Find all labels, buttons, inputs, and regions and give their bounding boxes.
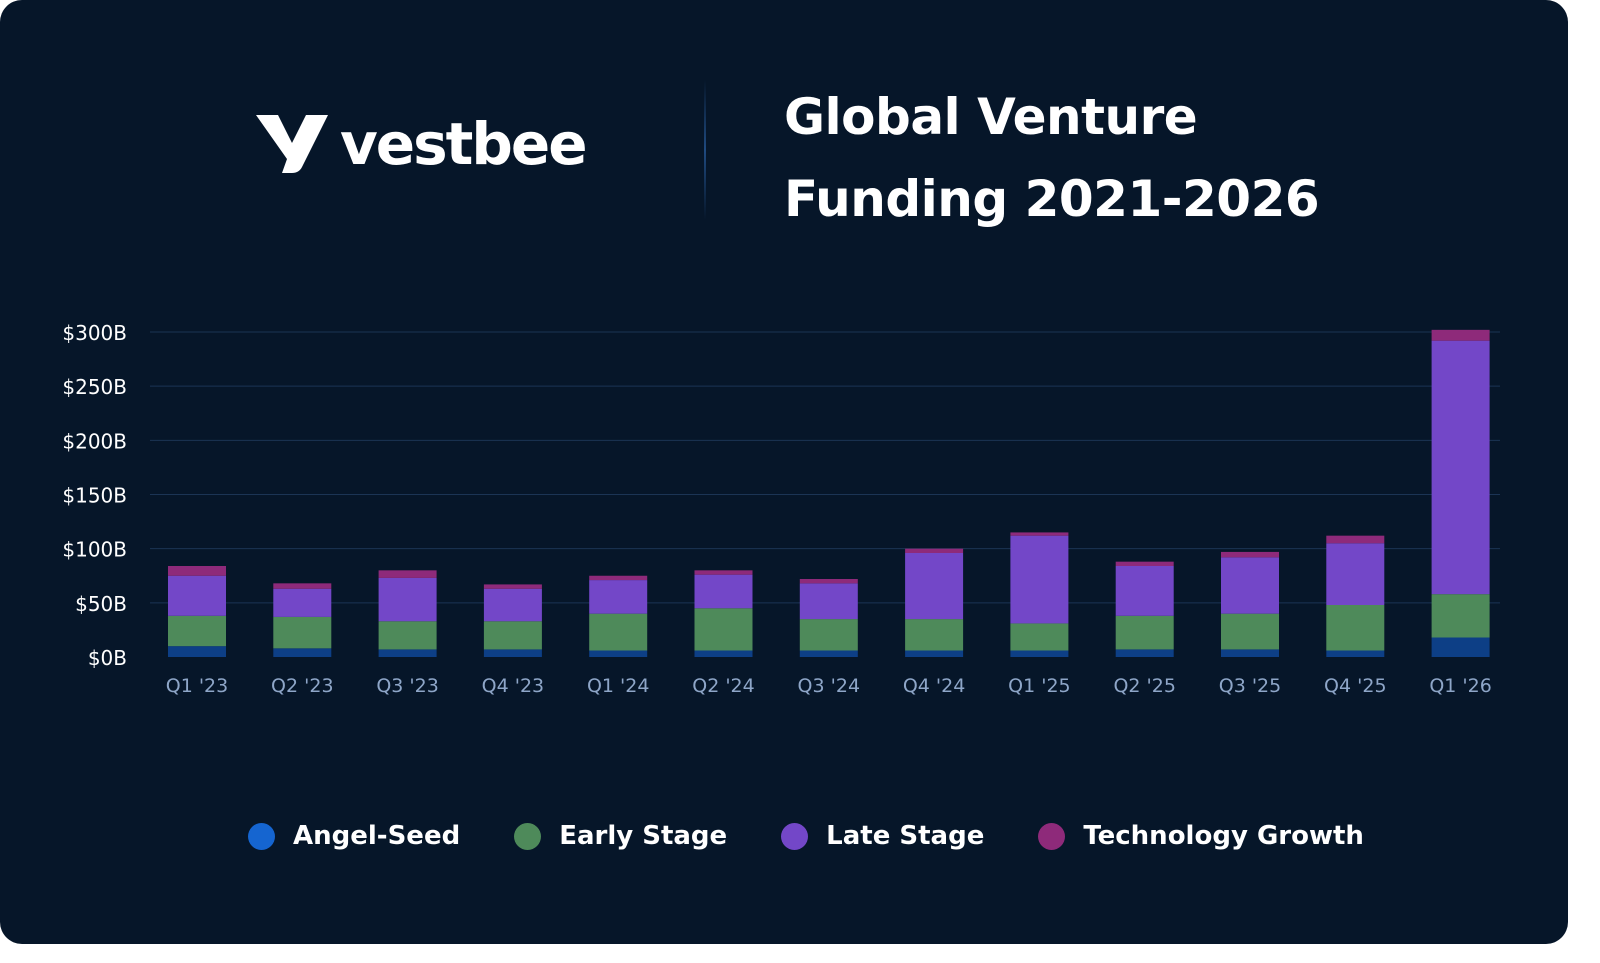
bar-segment-angel-seed <box>483 649 542 657</box>
y-tick-label: $50B <box>75 592 127 616</box>
y-tick-label: $200B <box>62 429 127 453</box>
bar-segment-technology-growth <box>273 583 332 589</box>
x-tick-label: Q4 '23 <box>482 675 544 697</box>
y-tick-label: $150B <box>62 484 127 508</box>
y-tick-label: $100B <box>62 538 127 562</box>
bar-segment-early-stage <box>799 619 858 651</box>
bar-segment-early-stage <box>1115 615 1174 650</box>
bar-segment-technology-growth <box>694 570 753 575</box>
bar-segment-late-stage <box>273 588 332 617</box>
y-tick-label: $0B <box>88 646 127 670</box>
bar-segment-late-stage <box>694 574 753 609</box>
x-tick-label: Q2 '24 <box>692 675 754 697</box>
legend-label: Technology Growth <box>1083 821 1364 851</box>
bar-segment-angel-seed <box>273 648 332 657</box>
bar-segment-late-stage <box>1010 535 1069 624</box>
bar-segment-late-stage <box>799 583 858 620</box>
x-tick-label: Q4 '24 <box>903 675 965 697</box>
vestbee-logo: vestbee <box>256 110 588 178</box>
y-tick-label: $250B <box>62 375 127 399</box>
x-tick-label: Q1 '24 <box>587 675 649 697</box>
bar-segment-late-stage <box>1326 543 1385 605</box>
x-tick-label: Q3 '23 <box>376 675 438 697</box>
x-tick-label: Q3 '25 <box>1219 675 1281 697</box>
bar-segment-early-stage <box>273 616 332 649</box>
chart-title: Global Venture Funding 2021-2026 <box>784 76 1320 240</box>
bar-segment-technology-growth <box>799 579 858 584</box>
bar-segment-angel-seed <box>799 650 858 657</box>
vestbee-logo-text: vestbee <box>340 110 588 178</box>
x-tick-label: Q1 '25 <box>1008 675 1070 697</box>
x-tick-label: Q2 '23 <box>271 675 333 697</box>
bar-segment-early-stage <box>694 608 753 651</box>
bar-segment-late-stage <box>168 575 226 616</box>
bar-segment-late-stage <box>1431 340 1490 595</box>
legend-swatch <box>781 822 809 850</box>
bar-segment-technology-growth <box>1431 329 1490 341</box>
bar-segment-technology-growth <box>483 584 542 589</box>
bar-segment-early-stage <box>483 621 542 650</box>
bar-segment-late-stage <box>483 588 542 622</box>
bar-segment-early-stage <box>378 621 437 650</box>
bar-segment-angel-seed <box>589 650 648 657</box>
legend-swatch <box>514 822 542 850</box>
x-tick-label: Q4 '25 <box>1324 675 1386 697</box>
bar-segment-technology-growth <box>905 548 964 553</box>
bar-segment-early-stage <box>1326 605 1385 651</box>
bar-segment-early-stage <box>589 613 648 651</box>
bar-segment-technology-growth <box>1221 551 1279 558</box>
legend-item: Angel-Seed <box>248 821 460 851</box>
bar-segment-angel-seed <box>1326 650 1385 657</box>
bar-segment-technology-growth <box>168 566 226 576</box>
bar-segment-late-stage <box>1221 557 1279 614</box>
bar-segment-angel-seed <box>1431 637 1490 657</box>
bar-segment-early-stage <box>168 615 226 647</box>
chart-title-line-1: Global Venture <box>784 88 1198 146</box>
chart-card: vestbee Global Venture Funding 2021-2026… <box>0 0 1568 944</box>
legend-item: Technology Growth <box>1038 821 1364 851</box>
bar-segment-technology-growth <box>378 570 437 578</box>
legend-item: Early Stage <box>514 821 727 851</box>
x-tick-label: Q3 '24 <box>798 675 860 697</box>
bar-segment-angel-seed <box>378 649 437 657</box>
bar-segment-angel-seed <box>694 650 753 657</box>
bar-segment-angel-seed <box>1010 650 1069 657</box>
bar-segment-angel-seed <box>905 650 964 657</box>
legend-swatch <box>1038 822 1066 850</box>
bar-segment-angel-seed <box>1115 649 1174 657</box>
vestbee-logo-mark <box>256 115 328 173</box>
bar-segment-early-stage <box>1010 623 1069 651</box>
legend-item: Late Stage <box>781 821 984 851</box>
x-tick-label: Q1 '23 <box>166 675 228 697</box>
bar-segment-technology-growth <box>1326 535 1385 544</box>
chart-legend: Angel-Seed Early Stage Late Stage Technolog… <box>248 816 1418 856</box>
y-tick-label: $300B <box>62 321 127 345</box>
bar-segment-angel-seed <box>1221 649 1279 657</box>
bar-segment-late-stage <box>589 580 648 614</box>
bar-segment-late-stage <box>1115 566 1174 616</box>
bar-segment-late-stage <box>905 553 964 620</box>
bar-segment-early-stage <box>1431 594 1490 638</box>
bar-segment-technology-growth <box>589 575 648 581</box>
bar-segment-technology-growth <box>1115 561 1174 566</box>
stacked-bar-chart: $0B $50B $100B $150B $200B $250B $300B Q1 '23 Q2… <box>62 321 1500 697</box>
x-tick-label: Q1 '26 <box>1429 675 1491 697</box>
bar-segment-early-stage <box>1221 613 1279 650</box>
bar-segment-technology-growth <box>1010 532 1069 536</box>
legend-swatch <box>248 822 275 850</box>
bar-segment-late-stage <box>378 577 437 622</box>
bar-segment-early-stage <box>905 619 964 651</box>
legend-label: Late Stage <box>826 821 985 851</box>
bar-segment-angel-seed <box>168 646 226 657</box>
legend-label: Angel-Seed <box>293 821 461 851</box>
x-tick-label: Q2 '25 <box>1113 675 1175 697</box>
chart-title-line-2: Funding 2021-2026 <box>784 170 1320 228</box>
header-divider <box>704 80 706 220</box>
legend-label: Early Stage <box>559 821 728 851</box>
